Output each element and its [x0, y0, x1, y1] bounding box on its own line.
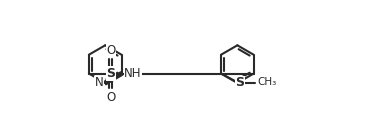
Text: S: S [235, 76, 244, 89]
Text: NH: NH [124, 67, 142, 80]
Text: CH₃: CH₃ [257, 77, 276, 87]
Text: O: O [106, 91, 115, 104]
Text: N: N [94, 76, 103, 89]
Text: O: O [106, 44, 115, 57]
Text: S: S [106, 67, 115, 80]
